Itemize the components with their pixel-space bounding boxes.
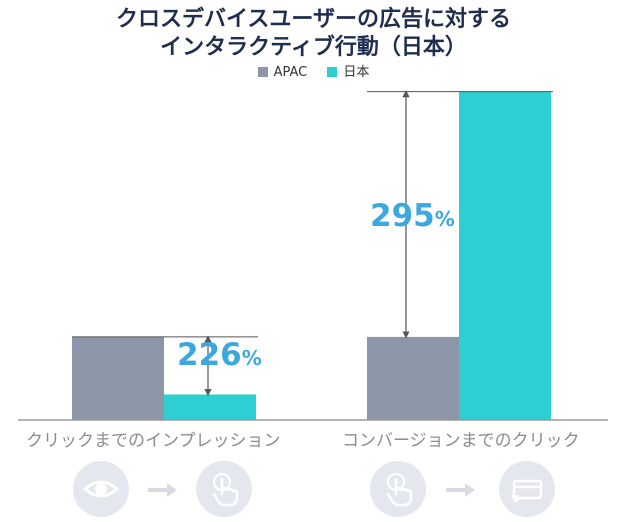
bar-japan-0 <box>164 394 256 420</box>
chart-title: クロスデバイスユーザーの広告に対する インタラクティブ行動（日本） <box>0 6 627 62</box>
percent-unit-0: % <box>242 346 262 370</box>
percent-label-0: 226% <box>177 337 262 373</box>
card-icon <box>499 461 555 517</box>
legend-label-apac: APAC <box>273 65 308 80</box>
category-label-clicks: コンバージョンまでのクリック <box>342 431 580 451</box>
percent-label-1: 295% <box>370 198 455 234</box>
percent-number-0: 226 <box>177 337 242 373</box>
legend-swatch-japan <box>327 67 338 77</box>
title-line-2: インタラクティブ行動（日本） <box>160 35 467 60</box>
legend-item-japan: 日本 <box>327 61 369 80</box>
bar-apac-1 <box>367 336 459 420</box>
percent-unit-1: % <box>435 207 455 231</box>
bar-apac-0 <box>72 336 164 420</box>
touch-icon <box>370 461 426 517</box>
bar-japan-1 <box>459 91 551 420</box>
eye-icon <box>73 461 129 517</box>
legend-swatch-apac <box>257 67 268 77</box>
arrow-right-icon <box>148 482 178 501</box>
arrow-right-icon <box>446 482 476 501</box>
category-label-impressions: クリックまでのインプレッション <box>26 431 281 451</box>
touch-icon <box>196 461 252 517</box>
legend: APAC 日本 <box>0 61 627 80</box>
percent-number-1: 295 <box>370 198 435 234</box>
legend-label-japan: 日本 <box>343 65 370 80</box>
title-line-1: クロスデバイスユーザーの広告に対する <box>116 7 511 32</box>
legend-item-apac: APAC <box>257 65 308 80</box>
